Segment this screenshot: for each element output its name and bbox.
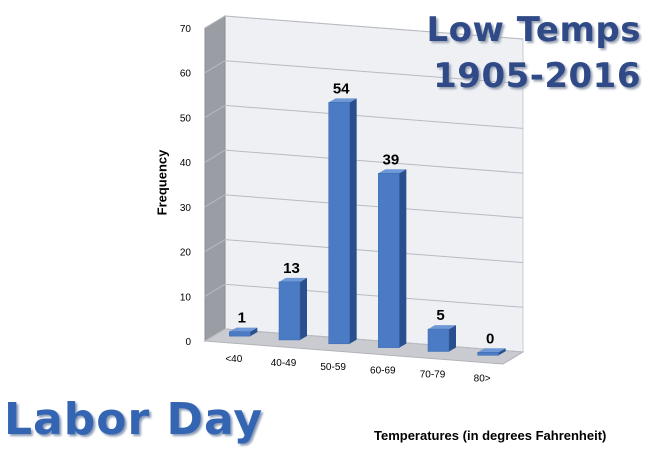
y-tick-label: 10 xyxy=(180,292,192,303)
x-tick-label: 50-59 xyxy=(320,362,346,373)
data-label: 0 xyxy=(486,330,494,347)
bar-top xyxy=(477,348,506,353)
y-tick-label: 60 xyxy=(180,69,192,80)
bar xyxy=(427,328,450,352)
gridline-side xyxy=(204,283,226,297)
bar-side xyxy=(399,169,407,348)
gridline xyxy=(224,60,524,85)
gridlines xyxy=(204,15,524,353)
data-label: 13 xyxy=(283,260,300,277)
data-label: 54 xyxy=(333,80,350,97)
bar-side xyxy=(300,277,307,340)
gridline xyxy=(224,194,524,219)
side-wall xyxy=(204,15,226,342)
gridline xyxy=(224,239,524,264)
gridline xyxy=(224,328,524,353)
bar xyxy=(278,281,301,341)
bar-side xyxy=(349,98,357,344)
bar xyxy=(229,331,251,337)
gridline-side xyxy=(204,149,226,163)
y-tick-label: 30 xyxy=(180,203,192,214)
x-tick-label: 60-69 xyxy=(370,366,396,377)
caption: Labor Day xyxy=(4,394,264,445)
bar-top xyxy=(428,325,456,330)
y-tick-label: 0 xyxy=(185,337,191,348)
gridline-side xyxy=(204,328,226,342)
bars xyxy=(229,98,506,356)
x-tick-label: <40 xyxy=(225,354,242,365)
x-tick-label: 80> xyxy=(474,373,491,384)
bar xyxy=(328,102,350,345)
gridline xyxy=(224,149,524,174)
data-label: 39 xyxy=(382,151,399,168)
gridline-side xyxy=(204,194,226,208)
x-tick-label: 40-49 xyxy=(271,358,297,369)
chart-title-line-1: Low Temps xyxy=(426,10,641,50)
bar-side xyxy=(498,348,506,356)
y-tick-label: 70 xyxy=(180,24,192,35)
x-tick-label: 70-79 xyxy=(420,369,446,380)
gridline-side xyxy=(204,15,226,29)
y-tick-label: 50 xyxy=(180,113,192,124)
bar-side xyxy=(449,325,456,352)
bar-top xyxy=(279,277,307,282)
data-labels: 1 13 54 39 5 0 xyxy=(238,80,495,347)
bar xyxy=(378,173,400,348)
x-axis-label: Temperatures (in degrees Fahrenheit) xyxy=(374,428,607,443)
y-tick-label: 40 xyxy=(180,158,192,169)
gridline-side xyxy=(204,60,226,74)
gridline xyxy=(224,104,524,129)
data-label: 5 xyxy=(436,307,444,324)
bar-top xyxy=(378,169,407,174)
bar xyxy=(477,352,499,356)
bar-side xyxy=(250,327,258,337)
bar-top xyxy=(328,98,357,103)
data-label: 1 xyxy=(238,310,246,327)
y-axis-label: Frequency xyxy=(154,149,170,216)
y-axis-ticks: 0 10 20 30 40 50 60 70 xyxy=(180,24,192,348)
y-tick-label: 20 xyxy=(180,248,192,259)
gridline xyxy=(224,283,524,308)
gridline-side xyxy=(204,239,226,253)
chart-walls xyxy=(203,15,525,365)
x-axis-ticks: <40 40-49 50-59 60-69 70-79 80> xyxy=(225,354,490,384)
gridline-side xyxy=(204,104,226,118)
gridline xyxy=(224,15,524,40)
chart-title-line-2: 1905-2016 xyxy=(433,56,641,96)
bar-top xyxy=(229,327,258,332)
